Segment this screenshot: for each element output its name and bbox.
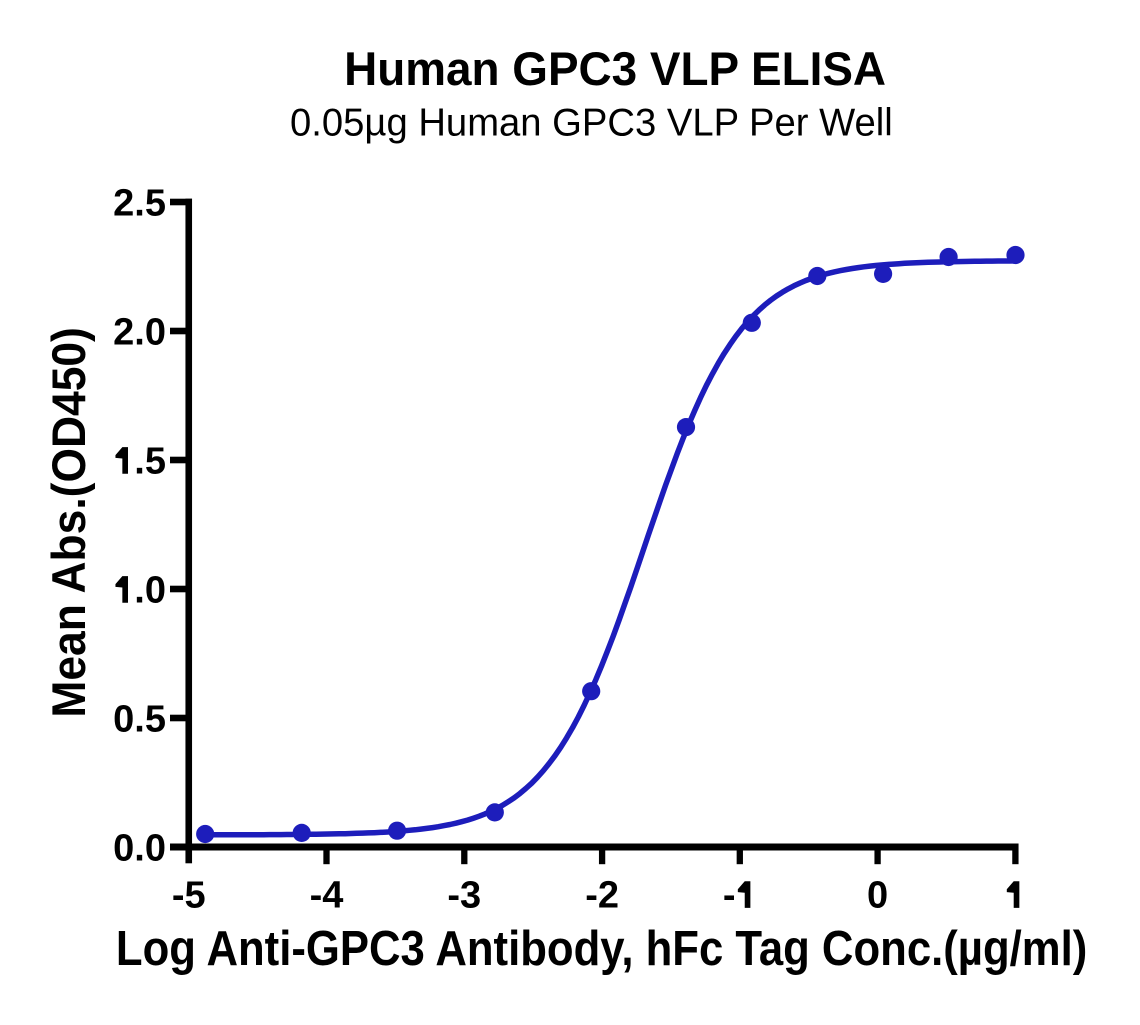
svg-text:Log Anti-GPC3 Antibody, hFc Ta: Log Anti-GPC3 Antibody, hFc Tag Conc.(µg… (116, 922, 1087, 976)
svg-text:0.05µg Human GPC3 VLP Per Well: 0.05µg Human GPC3 VLP Per Well (290, 102, 893, 145)
svg-text:-3: -3 (447, 875, 481, 917)
svg-text:Mean Abs.(OD450): Mean Abs.(OD450) (42, 327, 95, 718)
svg-text:0.5: 0.5 (113, 699, 166, 741)
svg-text:-: - (723, 875, 736, 917)
svg-text:.0: .0 (134, 570, 166, 612)
svg-text:2.0: 2.0 (113, 312, 166, 354)
svg-text:0: 0 (867, 875, 888, 917)
svg-text:-2: -2 (585, 875, 619, 917)
svg-text:0.0: 0.0 (113, 828, 166, 870)
svg-text:-5: -5 (172, 875, 206, 917)
svg-text:.5: .5 (134, 441, 166, 483)
svg-text:2.5: 2.5 (113, 183, 166, 225)
svg-text:-4: -4 (310, 875, 344, 917)
svg-text:Human GPC3 VLP ELISA: Human GPC3 VLP ELISA (344, 43, 886, 96)
